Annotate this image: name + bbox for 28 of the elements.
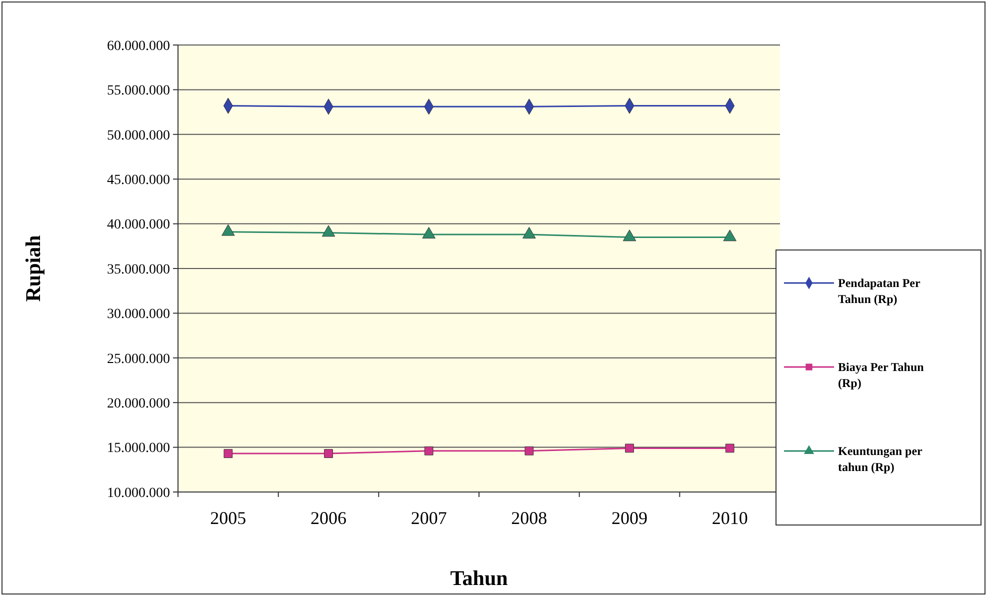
x-tick-label: 2010 — [712, 508, 748, 528]
point — [424, 446, 434, 456]
y-tick-label: 60.000.000 — [107, 38, 170, 54]
y-tick-label: 45.000.000 — [107, 173, 170, 188]
y-tick-label: 15.000.000 — [107, 441, 170, 456]
x-tick-label: 2008 — [511, 508, 548, 528]
x-tick-label: 2005 — [210, 508, 246, 528]
legend-label: Pendapatan Per Tahun (Rp) — [838, 276, 922, 306]
x-tick-label: 2007 — [410, 508, 447, 528]
y-tick-label: 50.000.000 — [107, 128, 170, 144]
legend-label: Biaya Per Tahun (Rp) — [838, 360, 924, 390]
point — [224, 449, 233, 458]
y-tick-label: 35.000.000 — [107, 262, 170, 278]
point — [324, 449, 333, 458]
x-tick-label: 2009 — [612, 508, 648, 528]
y-tick-label: 30.000.000 — [107, 307, 170, 322]
y-tick-label: 20.000.000 — [107, 396, 170, 412]
y-axis-title: Rupiah — [21, 234, 45, 302]
y-tick-label: 40.000.000 — [107, 218, 170, 233]
legend-label: Keuntungan per tahun (Rp) — [838, 444, 924, 474]
x-axis-title: Tahun — [450, 566, 508, 590]
point — [625, 444, 634, 453]
x-tick-label: 2006 — [310, 508, 346, 528]
point — [725, 444, 734, 453]
point — [524, 446, 534, 456]
y-tick-label: 55.000.000 — [107, 84, 170, 99]
y-tick-label: 10.000.000 — [107, 486, 170, 501]
y-tick-label: 25.000.000 — [107, 352, 170, 367]
